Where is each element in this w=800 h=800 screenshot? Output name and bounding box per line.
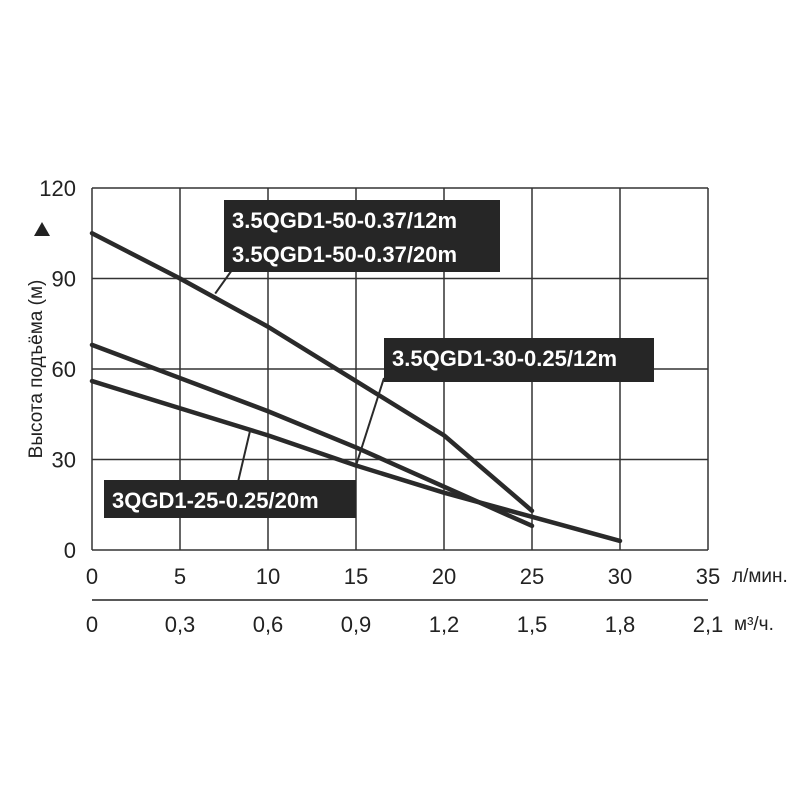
callout-leader-1 bbox=[355, 377, 385, 466]
series-line-1 bbox=[89, 342, 535, 529]
x-tick-label-m3h: 1,5 bbox=[517, 612, 548, 637]
callout-label-0: 3.5QGD1-50-0.37/20m bbox=[232, 242, 457, 267]
x-tick-label-m3h: 0,9 bbox=[341, 612, 372, 637]
chart-callouts: 3.5QGD1-50-0.37/12m 3.5QGD1-50-0.37/20m 3.… bbox=[104, 200, 654, 518]
callout-leader-2 bbox=[237, 429, 252, 483]
x-unit-m3h: м³/ч. bbox=[734, 614, 774, 635]
y-tick-label: 60 bbox=[52, 357, 76, 382]
x-tick-label-lpm: 0 bbox=[86, 564, 98, 589]
y-tick-label: 90 bbox=[52, 267, 76, 292]
x-unit-lpm: л/мин. bbox=[732, 566, 788, 587]
callout-label-1: 3.5QGD1-30-0.25/12m bbox=[392, 346, 617, 371]
x-tick-label-m3h: 1,2 bbox=[429, 612, 460, 637]
y-axis-arrow-icon bbox=[34, 222, 50, 236]
x-tick-label-lpm: 30 bbox=[608, 564, 632, 589]
x-tick-label-lpm: 25 bbox=[520, 564, 544, 589]
callout-label-2: 3QGD1-25-0.25/20m bbox=[112, 488, 319, 513]
y-axis-label: Высота подъёма (м) bbox=[26, 280, 47, 459]
x-tick-label-m3h: 2,1 bbox=[693, 612, 724, 637]
x-tick-label-m3h: 0,3 bbox=[165, 612, 196, 637]
y-tick-label: 0 bbox=[64, 538, 76, 563]
y-tick-label: 120 bbox=[39, 176, 76, 201]
chart-axes: 0 30 60 90 120 Высота подъёма (м) 0 5 10 15 20 25 30… bbox=[26, 176, 788, 637]
x-tick-label-lpm: 20 bbox=[432, 564, 456, 589]
callout-leader-0 bbox=[214, 269, 233, 295]
callout-label-0: 3.5QGD1-50-0.37/12m bbox=[232, 208, 457, 233]
x-tick-label-lpm: 10 bbox=[256, 564, 280, 589]
x-tick-label-m3h: 1,8 bbox=[605, 612, 636, 637]
callout-box-0 bbox=[224, 200, 500, 272]
x-tick-label-lpm: 35 bbox=[696, 564, 720, 589]
callout-box-2 bbox=[104, 480, 356, 518]
x-tick-label-m3h: 0,6 bbox=[253, 612, 284, 637]
x-tick-label-lpm: 15 bbox=[344, 564, 368, 589]
x-tick-label-m3h: 0 bbox=[86, 612, 98, 637]
y-tick-label: 30 bbox=[52, 448, 76, 473]
callout-box-1 bbox=[384, 338, 654, 382]
x-tick-label-lpm: 5 bbox=[174, 564, 186, 589]
series-line-0 bbox=[89, 231, 535, 514]
